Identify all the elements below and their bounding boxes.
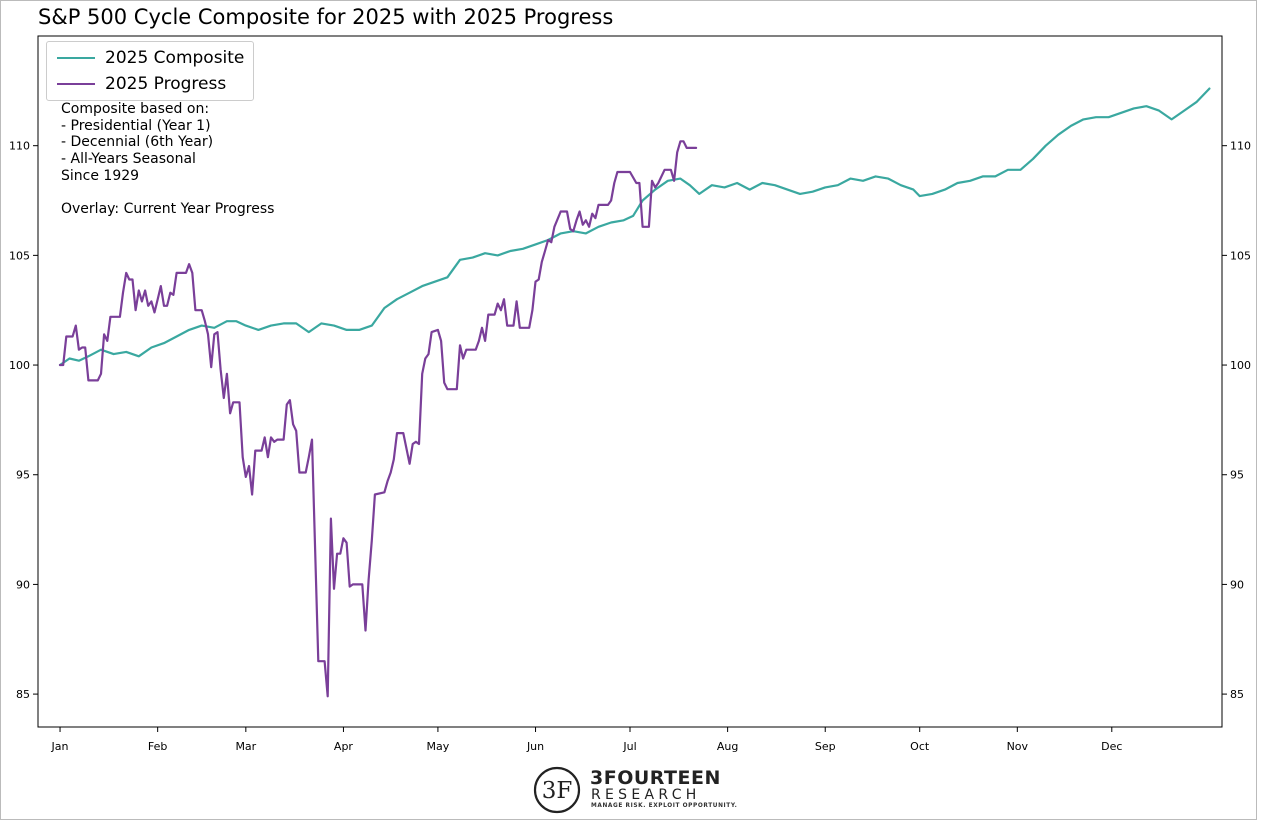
legend-label-composite: 2025 Composite bbox=[105, 48, 245, 68]
y-tick-label-right-85: 85 bbox=[1230, 688, 1244, 701]
x-tick-label-nov: Nov bbox=[1007, 740, 1029, 753]
legend-item-progress: 2025 Progress bbox=[57, 73, 226, 95]
y-tick-label-right-90: 90 bbox=[1230, 578, 1244, 591]
x-tick-label-sep: Sep bbox=[815, 740, 836, 753]
annotation-line: Composite based on: bbox=[61, 101, 210, 117]
annotation-line: Since 1929 bbox=[61, 167, 140, 184]
legend-item-composite: 2025 Composite bbox=[57, 47, 244, 69]
series-line-progress bbox=[58, 140, 698, 698]
y-tick-label-right-105: 105 bbox=[1230, 249, 1251, 262]
x-tick-label-feb: Feb bbox=[148, 740, 167, 753]
logo-subtitle: RESEARCH bbox=[591, 787, 701, 803]
logo-mark-icon: 3F bbox=[533, 766, 581, 814]
legend: 2025 Composite 2025 Progress bbox=[46, 41, 254, 101]
y-tick-label-left-90: 90 bbox=[16, 578, 30, 591]
x-tick-label-aug: Aug bbox=[717, 740, 738, 753]
y-tick-label-left-110: 110 bbox=[9, 140, 30, 153]
annotation-line: - Decennial (6th Year) bbox=[61, 134, 214, 151]
annotation-line bbox=[61, 185, 274, 202]
plot-area: Jan Feb Mar Apr May Jun Jul Aug Sep Oct Nov Dec 85 85… bbox=[9, 35, 1251, 753]
x-tick-label-may: May bbox=[427, 740, 450, 753]
legend-swatch-progress bbox=[57, 83, 95, 85]
annotation-line: Overlay: Current Year Progress bbox=[61, 201, 275, 218]
legend-swatch-composite bbox=[57, 57, 95, 59]
x-tick-label-oct: Oct bbox=[910, 740, 930, 753]
series-line-composite bbox=[58, 87, 1211, 367]
y-tick-label-right-95: 95 bbox=[1230, 469, 1244, 482]
x-tick-label-mar: Mar bbox=[235, 740, 256, 753]
x-tick-label-jun: Jun bbox=[526, 740, 544, 753]
logo-tagline: MANAGE RISK. EXPLOIT OPPORTUNITY. bbox=[591, 803, 738, 809]
logo-name: 3FOURTEEN bbox=[590, 767, 721, 789]
y-tick-label-left-105: 105 bbox=[9, 249, 30, 262]
company-logo: 3F 3FOURTEEN RESEARCH MANAGE RISK. EXPLO… bbox=[533, 766, 737, 814]
annotation-line: - All-Years Seasonal bbox=[61, 151, 196, 168]
annotation-text-block: Composite based on: - Presidential (Year … bbox=[61, 101, 274, 218]
x-tick-label-apr: Apr bbox=[334, 740, 354, 753]
y-tick-label-right-100: 100 bbox=[1230, 359, 1251, 372]
chart-title: S&P 500 Cycle Composite for 2025 with 20… bbox=[38, 5, 614, 29]
y-tick-label-left-100: 100 bbox=[9, 359, 30, 372]
annotation-line: - Presidential (Year 1) bbox=[61, 117, 211, 134]
y-tick-label-right-110: 110 bbox=[1230, 140, 1251, 153]
x-tick-label-jul: Jul bbox=[622, 740, 636, 753]
y-tick-label-left-95: 95 bbox=[16, 469, 30, 482]
x-tick-label-dec: Dec bbox=[1101, 740, 1122, 753]
y-tick-label-left-85: 85 bbox=[16, 688, 30, 701]
x-tick-label-jan: Jan bbox=[51, 740, 69, 753]
logo-mark-letters: 3F bbox=[542, 778, 573, 804]
legend-label-progress: 2025 Progress bbox=[105, 74, 227, 94]
